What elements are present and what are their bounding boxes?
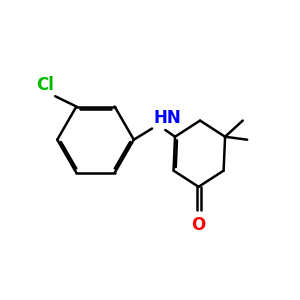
Text: O: O	[191, 216, 206, 234]
Text: HN: HN	[153, 109, 181, 127]
Text: Cl: Cl	[36, 76, 54, 94]
